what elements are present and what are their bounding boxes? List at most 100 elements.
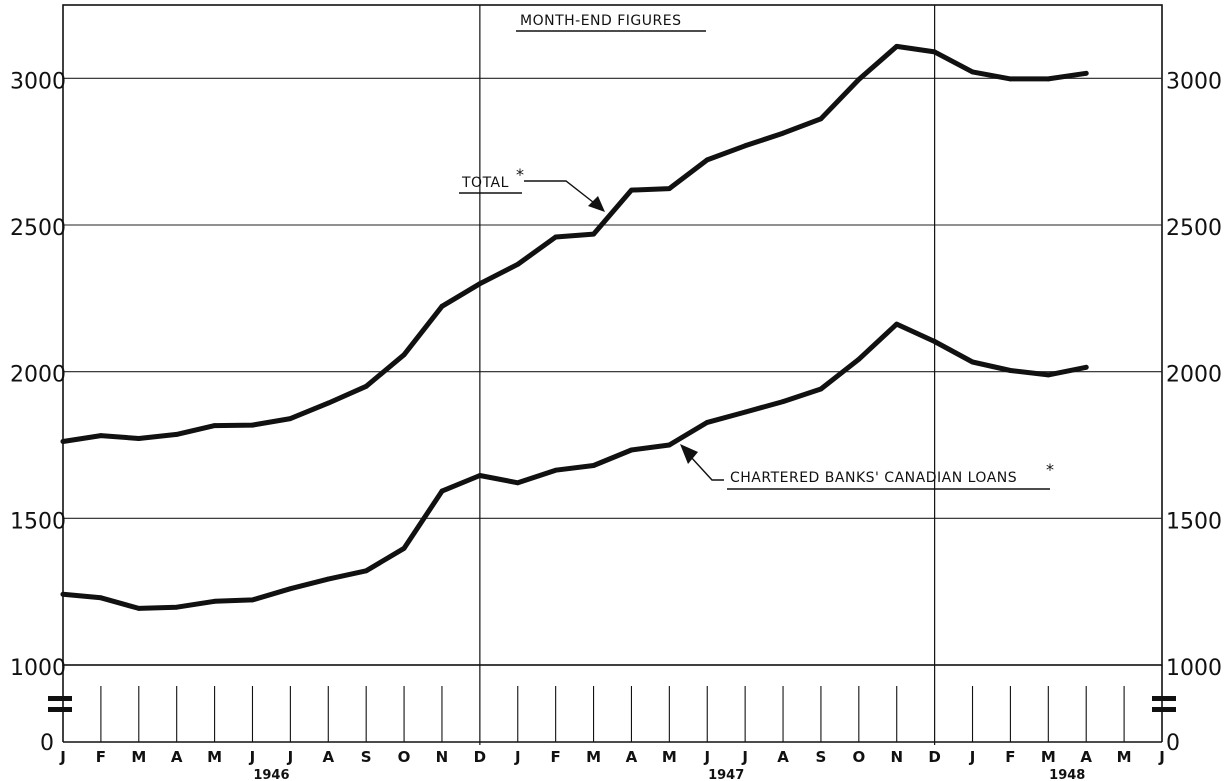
series-lines xyxy=(60,43,1089,611)
series-point xyxy=(174,432,180,437)
series-point xyxy=(136,605,142,611)
series-point xyxy=(212,423,217,429)
series-point xyxy=(591,231,596,237)
x-year-label: 1948 xyxy=(1049,768,1085,781)
series-point xyxy=(1045,372,1051,378)
grid xyxy=(62,4,1163,745)
y-tick-label-left: 1500 xyxy=(10,509,66,534)
series-point xyxy=(818,386,824,392)
x-tick-label: N xyxy=(890,748,903,766)
x-tick-label: O xyxy=(852,748,865,766)
series-point xyxy=(704,420,710,425)
x-tick-label: D xyxy=(928,748,940,766)
axes: 1000 1000 1500 1500 2000 2000 2500 2500 3000 3000… xyxy=(10,69,1222,781)
x-tick-label: F xyxy=(96,748,106,766)
series-point xyxy=(704,157,710,163)
series-point xyxy=(60,439,66,444)
y-tick-label-left: 1000 xyxy=(10,656,66,681)
series-point xyxy=(250,422,255,428)
x-tick-label: O xyxy=(398,748,411,766)
x-tick-label: N xyxy=(436,748,449,766)
axis-break-mark xyxy=(1152,696,1176,701)
series-point xyxy=(60,591,66,597)
x-tick-label: J xyxy=(287,748,294,766)
series-point xyxy=(666,442,672,448)
series-point xyxy=(1045,76,1051,82)
x-tick-label: M xyxy=(586,748,601,766)
x-tick-label: S xyxy=(816,748,827,766)
series-point xyxy=(629,447,634,453)
series-label-total: TOTAL xyxy=(461,175,509,191)
series-point xyxy=(287,416,293,421)
series-point xyxy=(363,568,369,574)
series-point xyxy=(780,399,786,404)
x-tick-label: J xyxy=(249,748,256,766)
series-point xyxy=(1008,368,1013,373)
series-point xyxy=(250,597,255,603)
series-point xyxy=(742,409,748,415)
x-tick-label: M xyxy=(1041,748,1056,766)
series-point xyxy=(1083,364,1089,370)
y-zero-label-left: 0 xyxy=(40,731,54,756)
x-year-label: 1947 xyxy=(708,768,744,781)
x-tick-label: J xyxy=(514,748,521,766)
series-point xyxy=(856,356,862,362)
series-point xyxy=(325,400,331,406)
series-point xyxy=(856,77,862,82)
series-arrow-total xyxy=(588,196,605,212)
series-point xyxy=(1008,76,1013,82)
x-tick-label: J xyxy=(59,748,66,766)
x-tick-label: M xyxy=(131,748,146,766)
axis-break-mark xyxy=(48,707,72,712)
x-tick-label: S xyxy=(361,748,372,766)
series-point xyxy=(1083,70,1089,76)
axis-break-mark xyxy=(1152,707,1176,712)
y-tick-label-right: 1500 xyxy=(1166,509,1222,534)
series-point xyxy=(818,116,824,122)
y-zero-label-right: 0 xyxy=(1166,731,1180,756)
x-tick-label: F xyxy=(551,748,561,766)
chart-title: MONTH-END FIGURES xyxy=(520,13,682,29)
y-tick-label-left: 3000 xyxy=(10,69,66,94)
series-point xyxy=(932,49,938,55)
series-point xyxy=(477,473,483,478)
series-label-total-asterisk: * xyxy=(516,165,524,184)
series-point xyxy=(98,433,104,439)
x-tick-label: J xyxy=(1158,748,1165,766)
series-point xyxy=(591,463,596,468)
series-point xyxy=(515,480,521,486)
series-point xyxy=(98,595,104,601)
x-tick-label: M xyxy=(207,748,222,766)
labels: MONTH-END FIGURES TOTAL * CHARTERED BANKS'… xyxy=(459,13,1054,490)
y-tick-label-right: 2500 xyxy=(1166,216,1222,241)
series-leader-chartered xyxy=(689,455,724,481)
series-point xyxy=(970,359,975,365)
series-point xyxy=(553,467,559,473)
x-tick-label: A xyxy=(1080,748,1092,766)
series-line-chartered-banks-loans xyxy=(60,321,1089,611)
series-point xyxy=(439,488,445,494)
x-tick-label: A xyxy=(322,748,334,766)
series-point xyxy=(666,186,672,192)
x-tick-label: J xyxy=(703,748,710,766)
y-tick-label-right: 3000 xyxy=(1166,69,1222,94)
series-point xyxy=(174,604,180,610)
x-tick-label: D xyxy=(474,748,486,766)
series-point xyxy=(477,281,483,287)
series-point xyxy=(287,586,293,592)
x-tick-label: M xyxy=(662,748,677,766)
series-arrow-chartered xyxy=(680,444,698,464)
x-tick-label: J xyxy=(969,748,976,766)
series-point xyxy=(136,436,142,441)
series-point xyxy=(932,339,938,344)
x-tick-label: A xyxy=(626,748,638,766)
series-point xyxy=(363,383,369,389)
y-tick-label-right: 1000 xyxy=(1166,656,1222,681)
series-point xyxy=(401,352,407,358)
series-point xyxy=(515,261,521,267)
series-leader-total xyxy=(524,180,599,207)
x-year-label: 1946 xyxy=(253,768,289,781)
series-point xyxy=(894,43,900,49)
x-tick-label: A xyxy=(171,748,183,766)
